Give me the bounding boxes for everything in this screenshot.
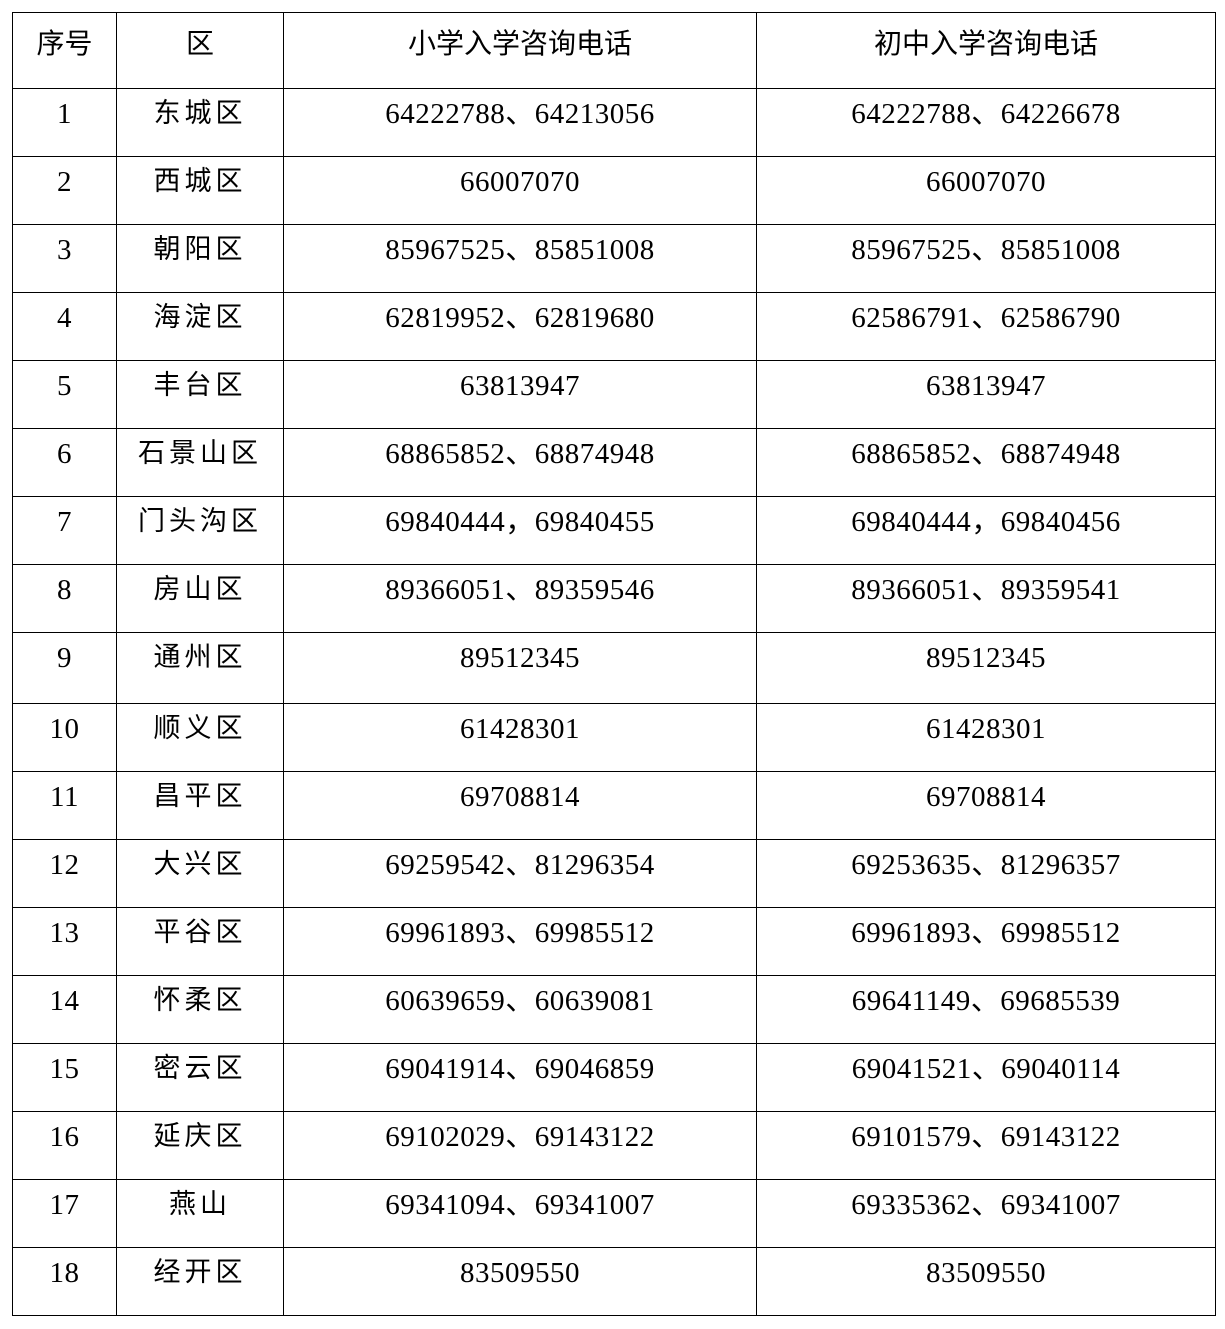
primary-school-phone: 60639659、60639081 [283, 975, 757, 1044]
row-number: 1 [12, 88, 117, 157]
primary-school-phone: 68865852、68874948 [283, 428, 757, 497]
row-number: 8 [12, 564, 117, 633]
primary-school-phone: 69961893、69985512 [283, 907, 757, 976]
table-row: 8 房山区 89366051、89359546 89366051、89359541 [12, 564, 1216, 633]
middle-school-phone: 69641149、69685539 [756, 975, 1216, 1044]
row-number: 18 [12, 1247, 117, 1316]
table-row: 1 东城区 64222788、64213056 64222788、64226678 [12, 88, 1216, 157]
row-number: 13 [12, 907, 117, 976]
row-number: 2 [12, 156, 117, 225]
primary-school-phone: 66007070 [283, 156, 757, 225]
primary-school-phone: 69708814 [283, 771, 757, 840]
table-row: 12 大兴区 69259542、81296354 69253635、81296357 [12, 839, 1216, 908]
middle-school-phone: 64222788、64226678 [756, 88, 1216, 157]
primary-school-phone: 83509550 [283, 1247, 757, 1316]
district-name: 平谷区 [116, 907, 284, 976]
district-name: 大兴区 [116, 839, 284, 908]
district-name: 燕山 [116, 1179, 284, 1248]
table-row: 16 延庆区 69102029、69143122 69101579、69143122 [12, 1111, 1216, 1180]
district-name: 延庆区 [116, 1111, 284, 1180]
district-name: 石景山区 [116, 428, 284, 497]
row-number: 12 [12, 839, 117, 908]
middle-school-phone: 69101579、69143122 [756, 1111, 1216, 1180]
middle-school-phone: 69961893、69985512 [756, 907, 1216, 976]
primary-school-phone: 85967525、85851008 [283, 224, 757, 293]
district-name: 密云区 [116, 1043, 284, 1112]
table-body: 1 东城区 64222788、64213056 64222788、64226678 2 西… [12, 88, 1216, 1316]
table-row: 18 经开区 83509550 83509550 [12, 1247, 1216, 1316]
enrollment-phone-table: 序号 区 小学入学咨询电话 初中入学咨询电话 1 东城区 64222788、6421… [12, 12, 1216, 1316]
row-number: 3 [12, 224, 117, 293]
row-number: 15 [12, 1043, 117, 1112]
table-row: 13 平谷区 69961893、69985512 69961893、69985512 [12, 907, 1216, 976]
district-name: 怀柔区 [116, 975, 284, 1044]
district-name: 丰台区 [116, 360, 284, 429]
row-number: 14 [12, 975, 117, 1044]
middle-school-phone: 61428301 [756, 703, 1216, 772]
middle-school-phone: 68865852、68874948 [756, 428, 1216, 497]
primary-school-phone: 69041914、69046859 [283, 1043, 757, 1112]
table-row: 7 门头沟区 69840444，69840455 69840444，69840456 [12, 496, 1216, 565]
district-name: 顺义区 [116, 703, 284, 772]
district-name: 通州区 [116, 632, 284, 704]
table-row: 17 燕山 69341094、69341007 69335362、69341007 [12, 1179, 1216, 1248]
district-name: 东城区 [116, 88, 284, 157]
row-number: 16 [12, 1111, 117, 1180]
table-row: 14 怀柔区 60639659、60639081 69641149、69685539 [12, 975, 1216, 1044]
row-number: 17 [12, 1179, 117, 1248]
header-no: 序号 [12, 12, 117, 89]
middle-school-phone: 69253635、81296357 [756, 839, 1216, 908]
middle-school-phone: 63813947 [756, 360, 1216, 429]
table-row: 11 昌平区 69708814 69708814 [12, 771, 1216, 840]
primary-school-phone: 89512345 [283, 632, 757, 704]
district-name: 房山区 [116, 564, 284, 633]
primary-school-phone: 69259542、81296354 [283, 839, 757, 908]
district-name: 朝阳区 [116, 224, 284, 293]
header-primary-phone: 小学入学咨询电话 [283, 12, 757, 89]
primary-school-phone: 64222788、64213056 [283, 88, 757, 157]
primary-school-phone: 89366051、89359546 [283, 564, 757, 633]
row-number: 10 [12, 703, 117, 772]
table-row: 2 西城区 66007070 66007070 [12, 156, 1216, 225]
row-number: 5 [12, 360, 117, 429]
table-row: 15 密云区 69041914、69046859 69041521、69040114 [12, 1043, 1216, 1112]
district-name: 西城区 [116, 156, 284, 225]
middle-school-phone: 69335362、69341007 [756, 1179, 1216, 1248]
table-row: 9 通州区 89512345 89512345 [12, 632, 1216, 704]
district-name: 门头沟区 [116, 496, 284, 565]
middle-school-phone: 69708814 [756, 771, 1216, 840]
row-number: 7 [12, 496, 117, 565]
row-number: 4 [12, 292, 117, 361]
middle-school-phone: 62586791、62586790 [756, 292, 1216, 361]
row-number: 11 [12, 771, 117, 840]
middle-school-phone: 89366051、89359541 [756, 564, 1216, 633]
middle-school-phone: 69041521、69040114 [756, 1043, 1216, 1112]
district-name: 经开区 [116, 1247, 284, 1316]
row-number: 9 [12, 632, 117, 704]
middle-school-phone: 85967525、85851008 [756, 224, 1216, 293]
header-row: 序号 区 小学入学咨询电话 初中入学咨询电话 [12, 12, 1216, 89]
primary-school-phone: 69840444，69840455 [283, 496, 757, 565]
table-row: 10 顺义区 61428301 61428301 [12, 703, 1216, 772]
header-district: 区 [116, 12, 284, 89]
primary-school-phone: 69102029、69143122 [283, 1111, 757, 1180]
district-name: 昌平区 [116, 771, 284, 840]
header-middle-phone: 初中入学咨询电话 [756, 12, 1216, 89]
primary-school-phone: 62819952、62819680 [283, 292, 757, 361]
primary-school-phone: 63813947 [283, 360, 757, 429]
primary-school-phone: 69341094、69341007 [283, 1179, 757, 1248]
middle-school-phone: 89512345 [756, 632, 1216, 704]
table-row: 5 丰台区 63813947 63813947 [12, 360, 1216, 429]
table-row: 4 海淀区 62819952、62819680 62586791、62586790 [12, 292, 1216, 361]
middle-school-phone: 69840444，69840456 [756, 496, 1216, 565]
district-name: 海淀区 [116, 292, 284, 361]
primary-school-phone: 61428301 [283, 703, 757, 772]
middle-school-phone: 66007070 [756, 156, 1216, 225]
table-row: 6 石景山区 68865852、68874948 68865852、68874948 [12, 428, 1216, 497]
middle-school-phone: 83509550 [756, 1247, 1216, 1316]
table-row: 3 朝阳区 85967525、85851008 85967525、85851008 [12, 224, 1216, 293]
row-number: 6 [12, 428, 117, 497]
